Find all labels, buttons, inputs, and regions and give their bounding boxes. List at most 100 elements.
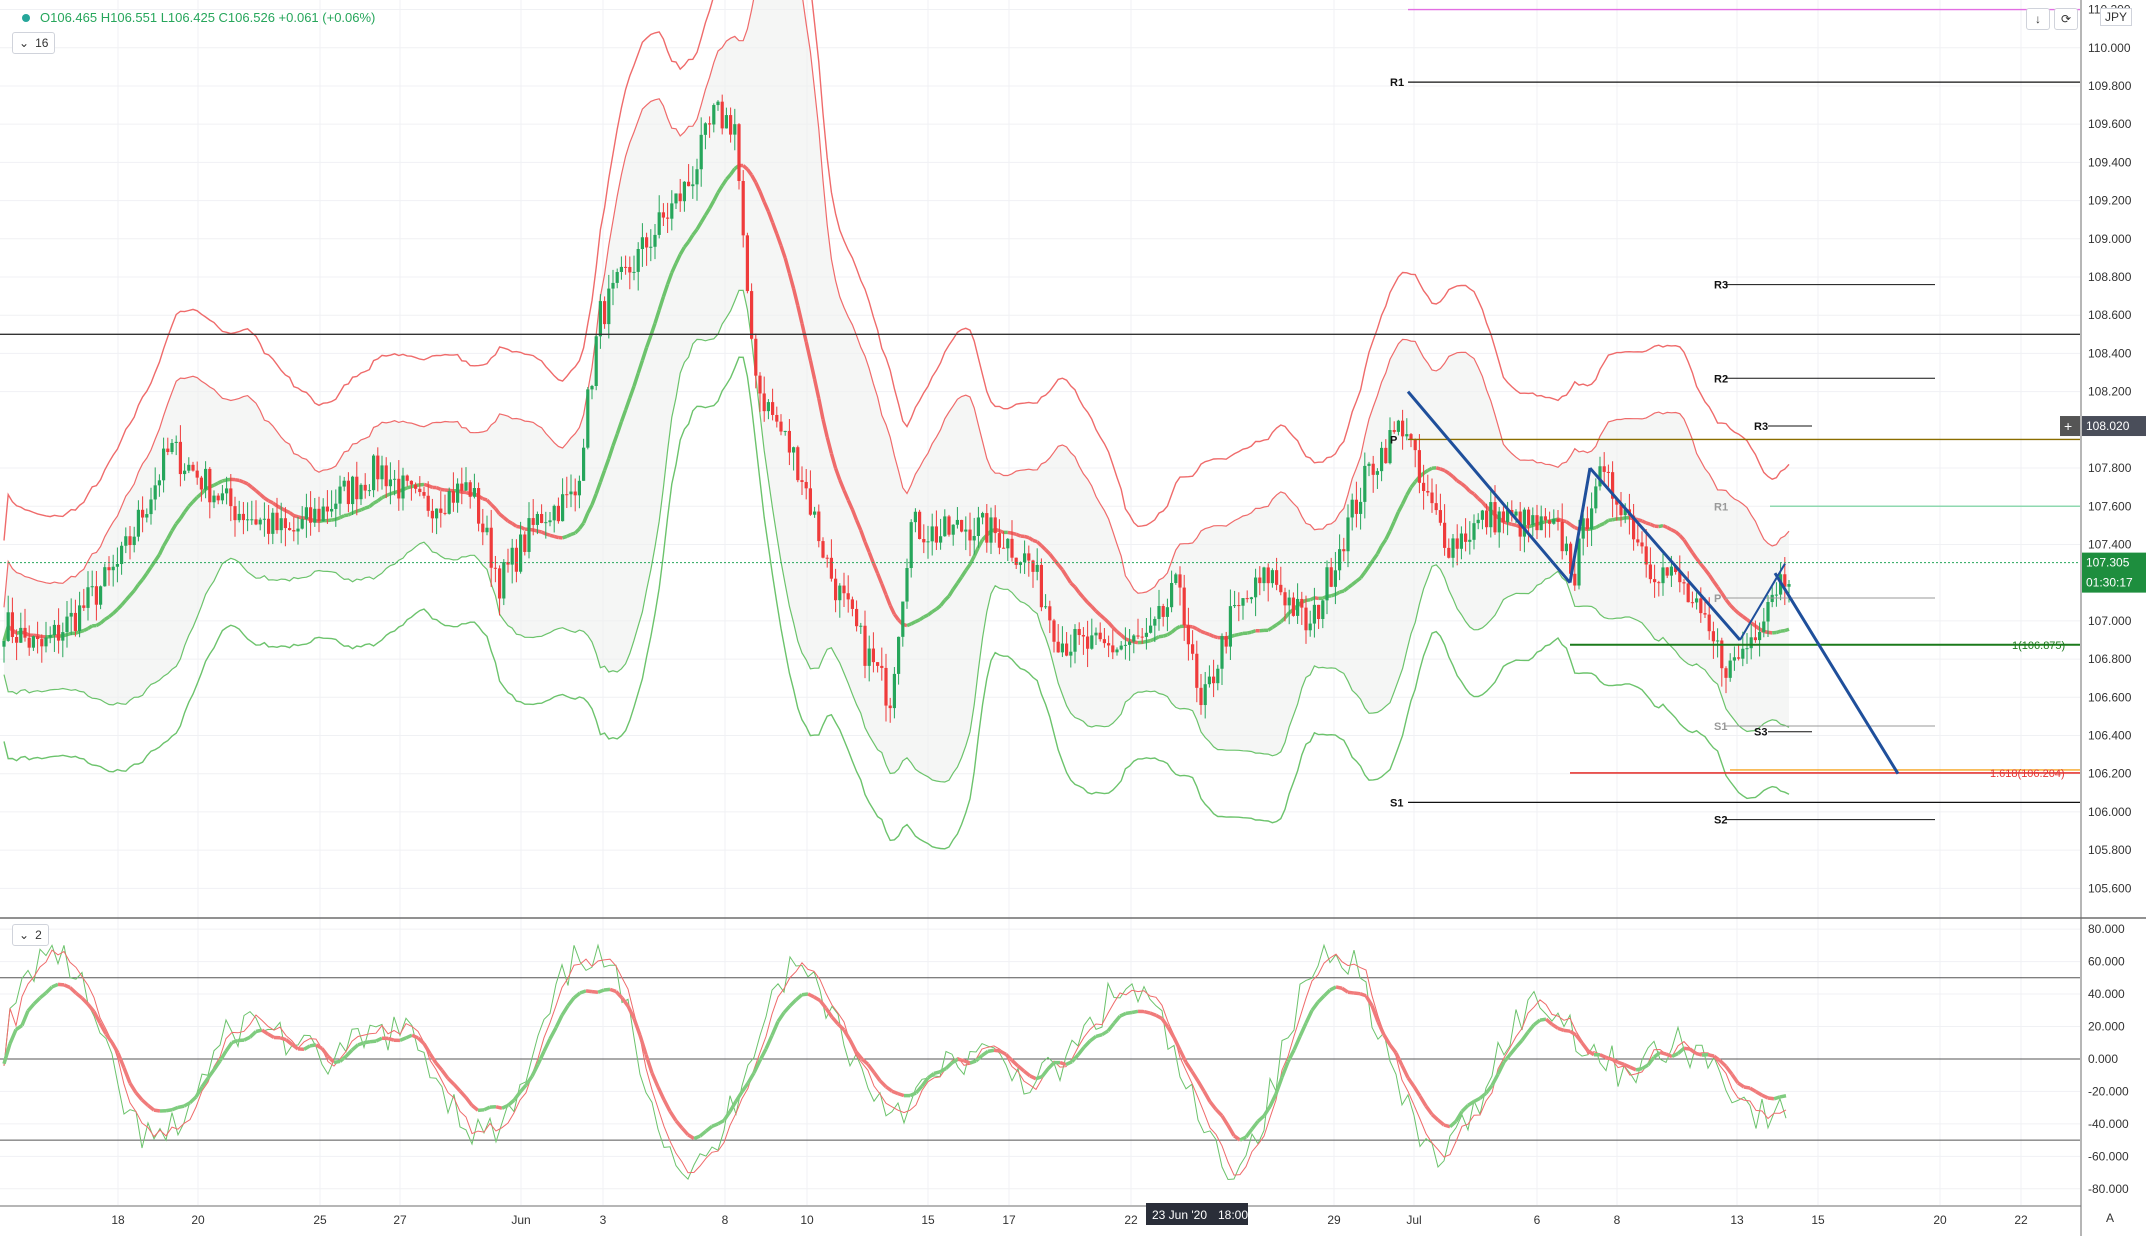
momentum-segment	[1695, 1051, 1703, 1057]
moving-average-segment	[519, 525, 526, 531]
moving-average-segment	[1511, 522, 1517, 527]
moving-average-segment	[226, 477, 232, 482]
scroll-down-button[interactable]: ↓	[2026, 8, 2050, 30]
moving-average-segment	[687, 234, 695, 243]
candle-body	[1707, 614, 1711, 632]
candle-body	[838, 585, 842, 601]
momentum-segment	[284, 1038, 294, 1046]
candle-body	[216, 495, 220, 501]
momentum-segment	[836, 1022, 846, 1032]
momentum-segment	[1683, 1046, 1691, 1051]
moving-average-segment	[1283, 611, 1291, 619]
time-tick-label: 15	[1811, 1213, 1825, 1227]
candle-body	[86, 587, 90, 608]
moving-average-segment	[1099, 613, 1106, 620]
candle-body	[1086, 636, 1090, 649]
candle-body	[1266, 567, 1270, 584]
candle-body	[338, 486, 342, 504]
candle-body	[149, 499, 153, 515]
candle-body	[1531, 515, 1535, 526]
price-tick-label: 106.400	[2088, 729, 2132, 743]
momentum-segment	[1629, 1065, 1637, 1072]
momentum-segment	[626, 1005, 636, 1020]
candle-body	[212, 495, 216, 503]
moving-average-segment	[440, 487, 446, 492]
moving-average-segment	[632, 372, 640, 387]
candle-body	[489, 527, 493, 568]
momentum-segment	[920, 1076, 930, 1088]
moving-average-segment	[1527, 523, 1534, 529]
momentum-segment	[1214, 1108, 1224, 1117]
moving-average-segment	[1737, 611, 1744, 618]
candle-body	[1686, 583, 1690, 603]
candle-body	[1044, 606, 1048, 608]
candle-body	[1224, 636, 1228, 647]
candle-body	[913, 511, 917, 523]
candle-body	[69, 612, 73, 617]
momentum-segment	[8, 1028, 18, 1045]
moving-average-segment	[149, 559, 157, 569]
momentum-segment	[1082, 1039, 1092, 1049]
candle-body	[1594, 486, 1598, 509]
momentum-segment	[1316, 994, 1326, 1004]
momentum-segment	[1599, 1053, 1607, 1059]
moving-average-segment	[1741, 615, 1749, 621]
moving-average-segment	[573, 527, 581, 535]
candle-body	[800, 480, 804, 482]
candle-body	[1329, 567, 1333, 587]
moving-average-segment	[381, 494, 387, 500]
momentum-segment	[477, 1108, 485, 1113]
main-indicators-toggle[interactable]: ⌄ 16	[12, 32, 56, 54]
candle-body	[1136, 635, 1140, 637]
candle-body	[1598, 466, 1602, 487]
candle-body	[514, 547, 518, 572]
moving-average-segment	[364, 505, 370, 510]
candle-body	[237, 513, 241, 521]
candle-body	[1069, 651, 1073, 656]
momentum-segment	[63, 983, 71, 990]
candle-body	[519, 534, 523, 572]
candle-body	[1623, 509, 1627, 516]
candle-body	[1737, 657, 1741, 659]
momentum-segment	[1743, 1085, 1751, 1090]
moving-average-segment	[1662, 524, 1668, 530]
candle-body	[779, 421, 783, 432]
momentum-segment	[51, 982, 59, 989]
candle-body	[1371, 463, 1375, 475]
candle-body	[1401, 420, 1405, 437]
momentum-segment	[470, 1104, 480, 1112]
moving-average-segment	[335, 516, 341, 521]
momentum-segment	[1101, 1029, 1109, 1037]
moving-average-segment	[1133, 640, 1139, 645]
candle-body	[1741, 648, 1745, 659]
candle-body	[422, 492, 426, 496]
candle-body	[909, 522, 913, 569]
momentum-segment	[1502, 1053, 1512, 1064]
moving-average-segment	[863, 541, 871, 553]
momentum-segment	[1557, 1026, 1565, 1033]
candle-body	[456, 483, 460, 503]
candle-body	[1434, 503, 1438, 511]
candle-body	[1241, 598, 1245, 606]
moving-average-segment	[716, 184, 724, 194]
candle-body	[859, 625, 863, 627]
momentum-segment	[375, 1036, 383, 1043]
candle-body	[296, 528, 300, 532]
momentum-segment	[746, 1072, 756, 1084]
osc-indicators-toggle[interactable]: ⌄ 2	[12, 924, 49, 946]
candle-body	[279, 518, 283, 531]
moving-average-segment	[1086, 601, 1094, 608]
candle-body	[1123, 644, 1127, 646]
reset-button[interactable]: ⟳	[2054, 8, 2078, 30]
momentum-segment	[1292, 1035, 1302, 1051]
chevron-down-icon: ⌄	[19, 36, 30, 50]
candle-body	[834, 578, 838, 601]
candle-body	[1279, 584, 1283, 593]
price-tick-label: 108.800	[2088, 270, 2132, 284]
momentum-segment	[38, 991, 48, 1000]
moving-average-segment	[586, 503, 594, 514]
candle-body	[1035, 564, 1039, 572]
candle-body	[636, 249, 640, 272]
momentum-segment	[1322, 988, 1332, 998]
